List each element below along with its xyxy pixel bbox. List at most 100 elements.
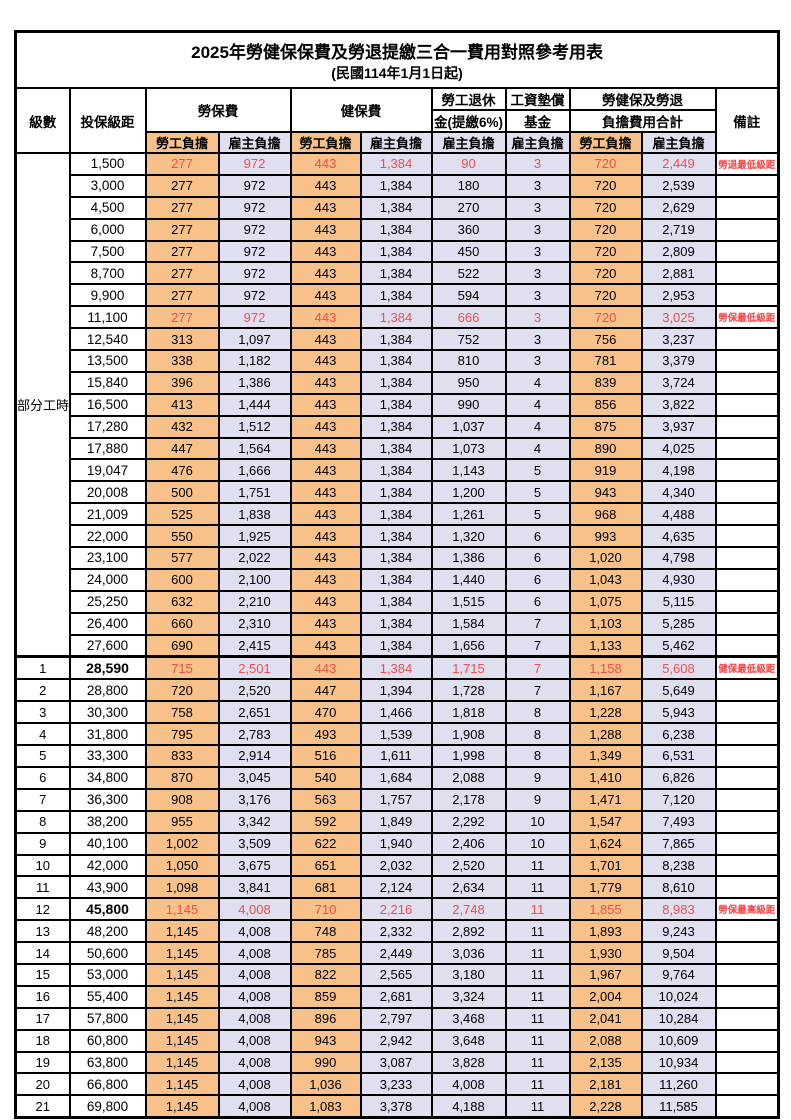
total-employer-cell: 2,629 (640, 195, 717, 220)
wage-fund-employer-cell: 6 (504, 524, 571, 549)
pension-employer-cell: 1,143 (430, 458, 507, 483)
health-fee-employee-cell: 443 (289, 458, 362, 483)
col-header-wage-fund-line1: 工資墊償 (504, 87, 571, 111)
labor-fee-employer-cell: 972 (217, 239, 292, 264)
health-fee-employee-cell: 785 (289, 941, 362, 965)
total-employer-cell: 8,983 (640, 897, 717, 922)
labor-fee-employee-cell: 955 (144, 809, 220, 834)
health-fee-employer-cell: 2,681 (359, 984, 433, 1009)
total-employee-cell: 993 (568, 524, 643, 549)
total-employee-cell: 919 (568, 458, 643, 483)
labor-fee-employer-cell: 2,914 (217, 744, 292, 768)
wage-fund-employer-cell: 11 (504, 1006, 571, 1031)
total-employer-cell: 2,719 (640, 217, 717, 242)
total-employer-cell: 10,284 (640, 1006, 717, 1031)
remark-cell (714, 1050, 780, 1075)
health-fee-employee-cell: 681 (289, 875, 362, 900)
total-employer-cell: 5,943 (640, 700, 717, 725)
pension-employer-cell: 2,520 (430, 853, 507, 878)
wage-fund-employer-cell: 11 (504, 962, 571, 987)
bracket-cell: 60,800 (68, 1028, 147, 1053)
total-employee-cell: 756 (568, 327, 643, 352)
health-fee-employer-cell: 1,384 (359, 458, 433, 483)
pension-employer-cell: 2,088 (430, 765, 507, 790)
health-fee-employer-cell: 1,940 (359, 831, 433, 856)
bracket-cell: 48,200 (68, 919, 147, 944)
bracket-cell: 19,047 (68, 458, 147, 483)
wage-fund-employer-cell: 8 (504, 722, 571, 747)
health-fee-employee-cell: 443 (289, 655, 362, 681)
page-title: 2025年勞健保保費及勞退提繳三合一費用對照參考用表 (191, 42, 603, 62)
pension-employer-cell: 1,728 (430, 678, 507, 703)
bracket-cell: 12,540 (68, 327, 147, 352)
total-employer-cell: 10,934 (640, 1050, 717, 1075)
wage-fund-employer-cell: 9 (504, 787, 571, 812)
wage-fund-employer-cell: 3 (504, 173, 571, 198)
health-fee-employee-cell: 443 (289, 327, 362, 352)
pension-employer-cell: 522 (430, 261, 507, 286)
bracket-cell: 6,000 (68, 217, 147, 242)
wage-fund-employer-cell: 3 (504, 283, 571, 308)
level-cell: 11 (14, 875, 71, 900)
table-row: 7,500 277 972 443 1,384 450 3 720 2,809 (16, 239, 780, 264)
table-row: 10 42,000 1,050 3,675 651 2,032 2,520 11 1,701 8,… (14, 853, 780, 878)
remark-cell (714, 1028, 780, 1053)
total-employee-cell: 1,043 (568, 567, 643, 592)
health-fee-employer-cell: 2,449 (359, 941, 433, 965)
total-employee-cell: 1,624 (568, 831, 643, 856)
level-cell: 16 (14, 984, 71, 1009)
labor-fee-employer-cell: 972 (217, 217, 292, 242)
health-fee-employee-cell: 443 (289, 502, 362, 527)
health-fee-employer-cell: 2,332 (359, 919, 433, 944)
health-fee-employee-cell: 540 (289, 765, 362, 790)
remark-cell (714, 458, 780, 483)
labor-fee-employer-cell: 1,564 (217, 436, 292, 461)
total-employee-cell: 1,547 (568, 809, 643, 834)
health-fee-employer-cell: 1,384 (359, 239, 433, 264)
remark-cell (714, 875, 780, 900)
health-fee-employee-cell: 592 (289, 809, 362, 834)
total-employee-cell: 1,020 (568, 546, 643, 570)
bracket-cell: 55,400 (68, 984, 147, 1009)
labor-fee-employer-cell: 4,008 (217, 1050, 292, 1075)
health-fee-employer-cell: 1,384 (359, 349, 433, 373)
pension-employer-cell: 450 (430, 239, 507, 264)
level-cell: 12 (14, 897, 71, 922)
remark-cell (714, 1094, 780, 1119)
level-cell: 7 (14, 787, 71, 812)
health-fee-employer-cell: 1,384 (359, 261, 433, 286)
labor-fee-employer-cell: 1,182 (217, 349, 292, 373)
labor-fee-employer-cell: 1,666 (217, 458, 292, 483)
labor-fee-employee-cell: 1,050 (144, 853, 220, 878)
pension-employer-cell: 360 (430, 217, 507, 242)
labor-fee-employee-cell: 476 (144, 458, 220, 483)
labor-fee-employee-cell: 277 (144, 173, 220, 198)
total-employee-cell: 943 (568, 480, 643, 505)
table-row: 4,500 277 972 443 1,384 270 3 720 2,629 (16, 195, 780, 220)
labor-fee-employer-cell: 1,097 (217, 327, 292, 352)
health-fee-employee-cell: 443 (289, 480, 362, 505)
health-fee-employer-cell: 2,565 (359, 962, 433, 987)
total-employer-cell: 4,025 (640, 436, 717, 461)
col-header-pension-line2: 金(提繳6%) (430, 109, 507, 133)
health-fee-employee-cell: 443 (289, 589, 362, 614)
level-cell: 9 (14, 831, 71, 856)
total-employee-cell: 720 (568, 173, 643, 198)
remark-cell (714, 217, 780, 242)
total-employee-cell: 720 (568, 195, 643, 220)
header-row-2: 金(提繳6%) 基金 負擔費用合計 (16, 109, 779, 133)
pension-employer-cell: 3,180 (430, 962, 507, 987)
health-fee-employer-cell: 1,384 (359, 195, 433, 220)
table-row: 13 48,200 1,145 4,008 748 2,332 2,892 11 1,893 9,… (14, 919, 780, 944)
labor-fee-employer-cell: 2,783 (217, 722, 292, 747)
health-fee-employer-cell: 1,384 (359, 611, 433, 636)
health-fee-employer-cell: 1,466 (359, 700, 433, 725)
total-employee-cell: 1,158 (568, 655, 643, 681)
bracket-cell: 3,000 (68, 173, 147, 198)
health-fee-employee-cell: 443 (289, 283, 362, 308)
wage-fund-employer-cell: 8 (504, 744, 571, 768)
header-row-1: 級數 投保級距 勞保費 健保費 勞工退休 工資墊償 勞健保及勞退 備註 (14, 87, 780, 154)
bracket-cell: 20,008 (68, 480, 147, 505)
wage-fund-employer-cell: 11 (504, 941, 571, 965)
health-fee-employer-cell: 1,384 (359, 173, 433, 198)
